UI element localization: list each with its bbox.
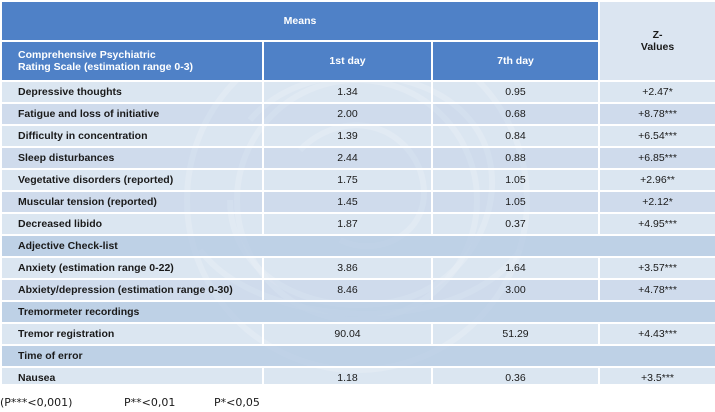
table-row: Tremor registration 90.04 51.29 +4.43*** xyxy=(0,322,715,346)
z-value: +4.43*** xyxy=(598,322,715,346)
section-row: Adjective Check-list xyxy=(0,234,715,258)
z-value: +2.12* xyxy=(598,190,715,214)
table-row: Sleep disturbances 2.44 0.88 +6.85*** xyxy=(0,146,715,170)
day7-header: 7th day xyxy=(430,40,601,82)
p-001-note: (P***<0,001) xyxy=(0,396,73,409)
row-label: Difficulty in concentration xyxy=(0,124,264,148)
day7-value: 1.64 xyxy=(430,256,601,280)
day1-header: 1st day xyxy=(262,40,433,82)
table-row: Abxiety/depression (estimation range 0-3… xyxy=(0,278,715,302)
table-row: Depressive thoughts 1.34 0.95 +2.47* xyxy=(0,80,715,104)
day1-value: 3.86 xyxy=(262,256,433,280)
row-label: Depressive thoughts xyxy=(0,80,264,104)
table-row: Vegetative disorders (reported) 1.75 1.0… xyxy=(0,168,715,192)
day1-value: 1.18 xyxy=(262,366,433,384)
day7-value: 3.00 xyxy=(430,278,601,302)
row-label: Tremor registration xyxy=(0,322,264,346)
row-label: Fatigue and loss of initiative xyxy=(0,102,264,126)
day1-value: 1.34 xyxy=(262,80,433,104)
day1-value: 1.39 xyxy=(262,124,433,148)
table-row: Nausea 1.18 0.36 +3.5*** xyxy=(0,366,715,384)
row-label: Anxiety (estimation range 0-22) xyxy=(0,256,264,280)
section-row: Tremormeter recordings xyxy=(0,300,715,324)
p-05-note: P*<0,05 xyxy=(214,396,260,409)
row-label: Muscular tension (reported) xyxy=(0,190,264,214)
day7-value: 1.05 xyxy=(430,190,601,214)
row-label: Nausea xyxy=(0,366,264,384)
table-row: Decreased libido 1.87 0.37 +4.95*** xyxy=(0,212,715,236)
z-value: +4.95*** xyxy=(598,212,715,236)
section-tremormeter-recordings: Tremormeter recordings xyxy=(0,300,715,324)
results-table-container: Means Z- Values Comprehensive Psychiatri… xyxy=(0,0,715,384)
section-time-of-error: Time of error xyxy=(0,344,715,368)
row-label: Abxiety/depression (estimation range 0-3… xyxy=(0,278,264,302)
z-values-header: Z- Values xyxy=(598,0,715,82)
table-row: Muscular tension (reported) 1.45 1.05 +2… xyxy=(0,190,715,214)
day1-value: 2.00 xyxy=(262,102,433,126)
row-label: Vegetative disorders (reported) xyxy=(0,168,264,192)
section-row: Time of error xyxy=(0,344,715,368)
p-01-note: P**<0,01 xyxy=(124,396,176,409)
day1-value: 1.75 xyxy=(262,168,433,192)
day7-value: 51.29 xyxy=(430,322,601,346)
table-row: Difficulty in concentration 1.39 0.84 +6… xyxy=(0,124,715,148)
day7-value: 1.05 xyxy=(430,168,601,192)
z-value: +6.85*** xyxy=(598,146,715,170)
significance-legend: (P***<0,001) P**<0,01 P*<0,05 xyxy=(0,396,715,412)
day7-value: 0.37 xyxy=(430,212,601,236)
day1-value: 1.87 xyxy=(262,212,433,236)
day7-value: 0.88 xyxy=(430,146,601,170)
table-row: Anxiety (estimation range 0-22) 3.86 1.6… xyxy=(0,256,715,280)
z-value: +8.78*** xyxy=(598,102,715,126)
scale-title-header: Comprehensive Psychiatric Rating Scale (… xyxy=(0,40,264,82)
psychiatric-results-table: Means Z- Values Comprehensive Psychiatri… xyxy=(0,0,715,384)
row-label: Sleep disturbances xyxy=(0,146,264,170)
day7-value: 0.95 xyxy=(430,80,601,104)
day1-value: 8.46 xyxy=(262,278,433,302)
row-label: Decreased libido xyxy=(0,212,264,236)
z-value: +2.47* xyxy=(598,80,715,104)
z-value: +3.57*** xyxy=(598,256,715,280)
z-value: +4.78*** xyxy=(598,278,715,302)
table-row: Fatigue and loss of initiative 2.00 0.68… xyxy=(0,102,715,126)
day1-value: 1.45 xyxy=(262,190,433,214)
day7-value: 0.36 xyxy=(430,366,601,384)
day7-value: 0.68 xyxy=(430,102,601,126)
day1-value: 2.44 xyxy=(262,146,433,170)
z-value: +3.5*** xyxy=(598,366,715,384)
day1-value: 90.04 xyxy=(262,322,433,346)
section-adjective-checklist: Adjective Check-list xyxy=(0,234,715,258)
means-header: Means xyxy=(0,0,601,42)
z-value: +2.96** xyxy=(598,168,715,192)
day7-value: 0.84 xyxy=(430,124,601,148)
z-value: +6.54*** xyxy=(598,124,715,148)
